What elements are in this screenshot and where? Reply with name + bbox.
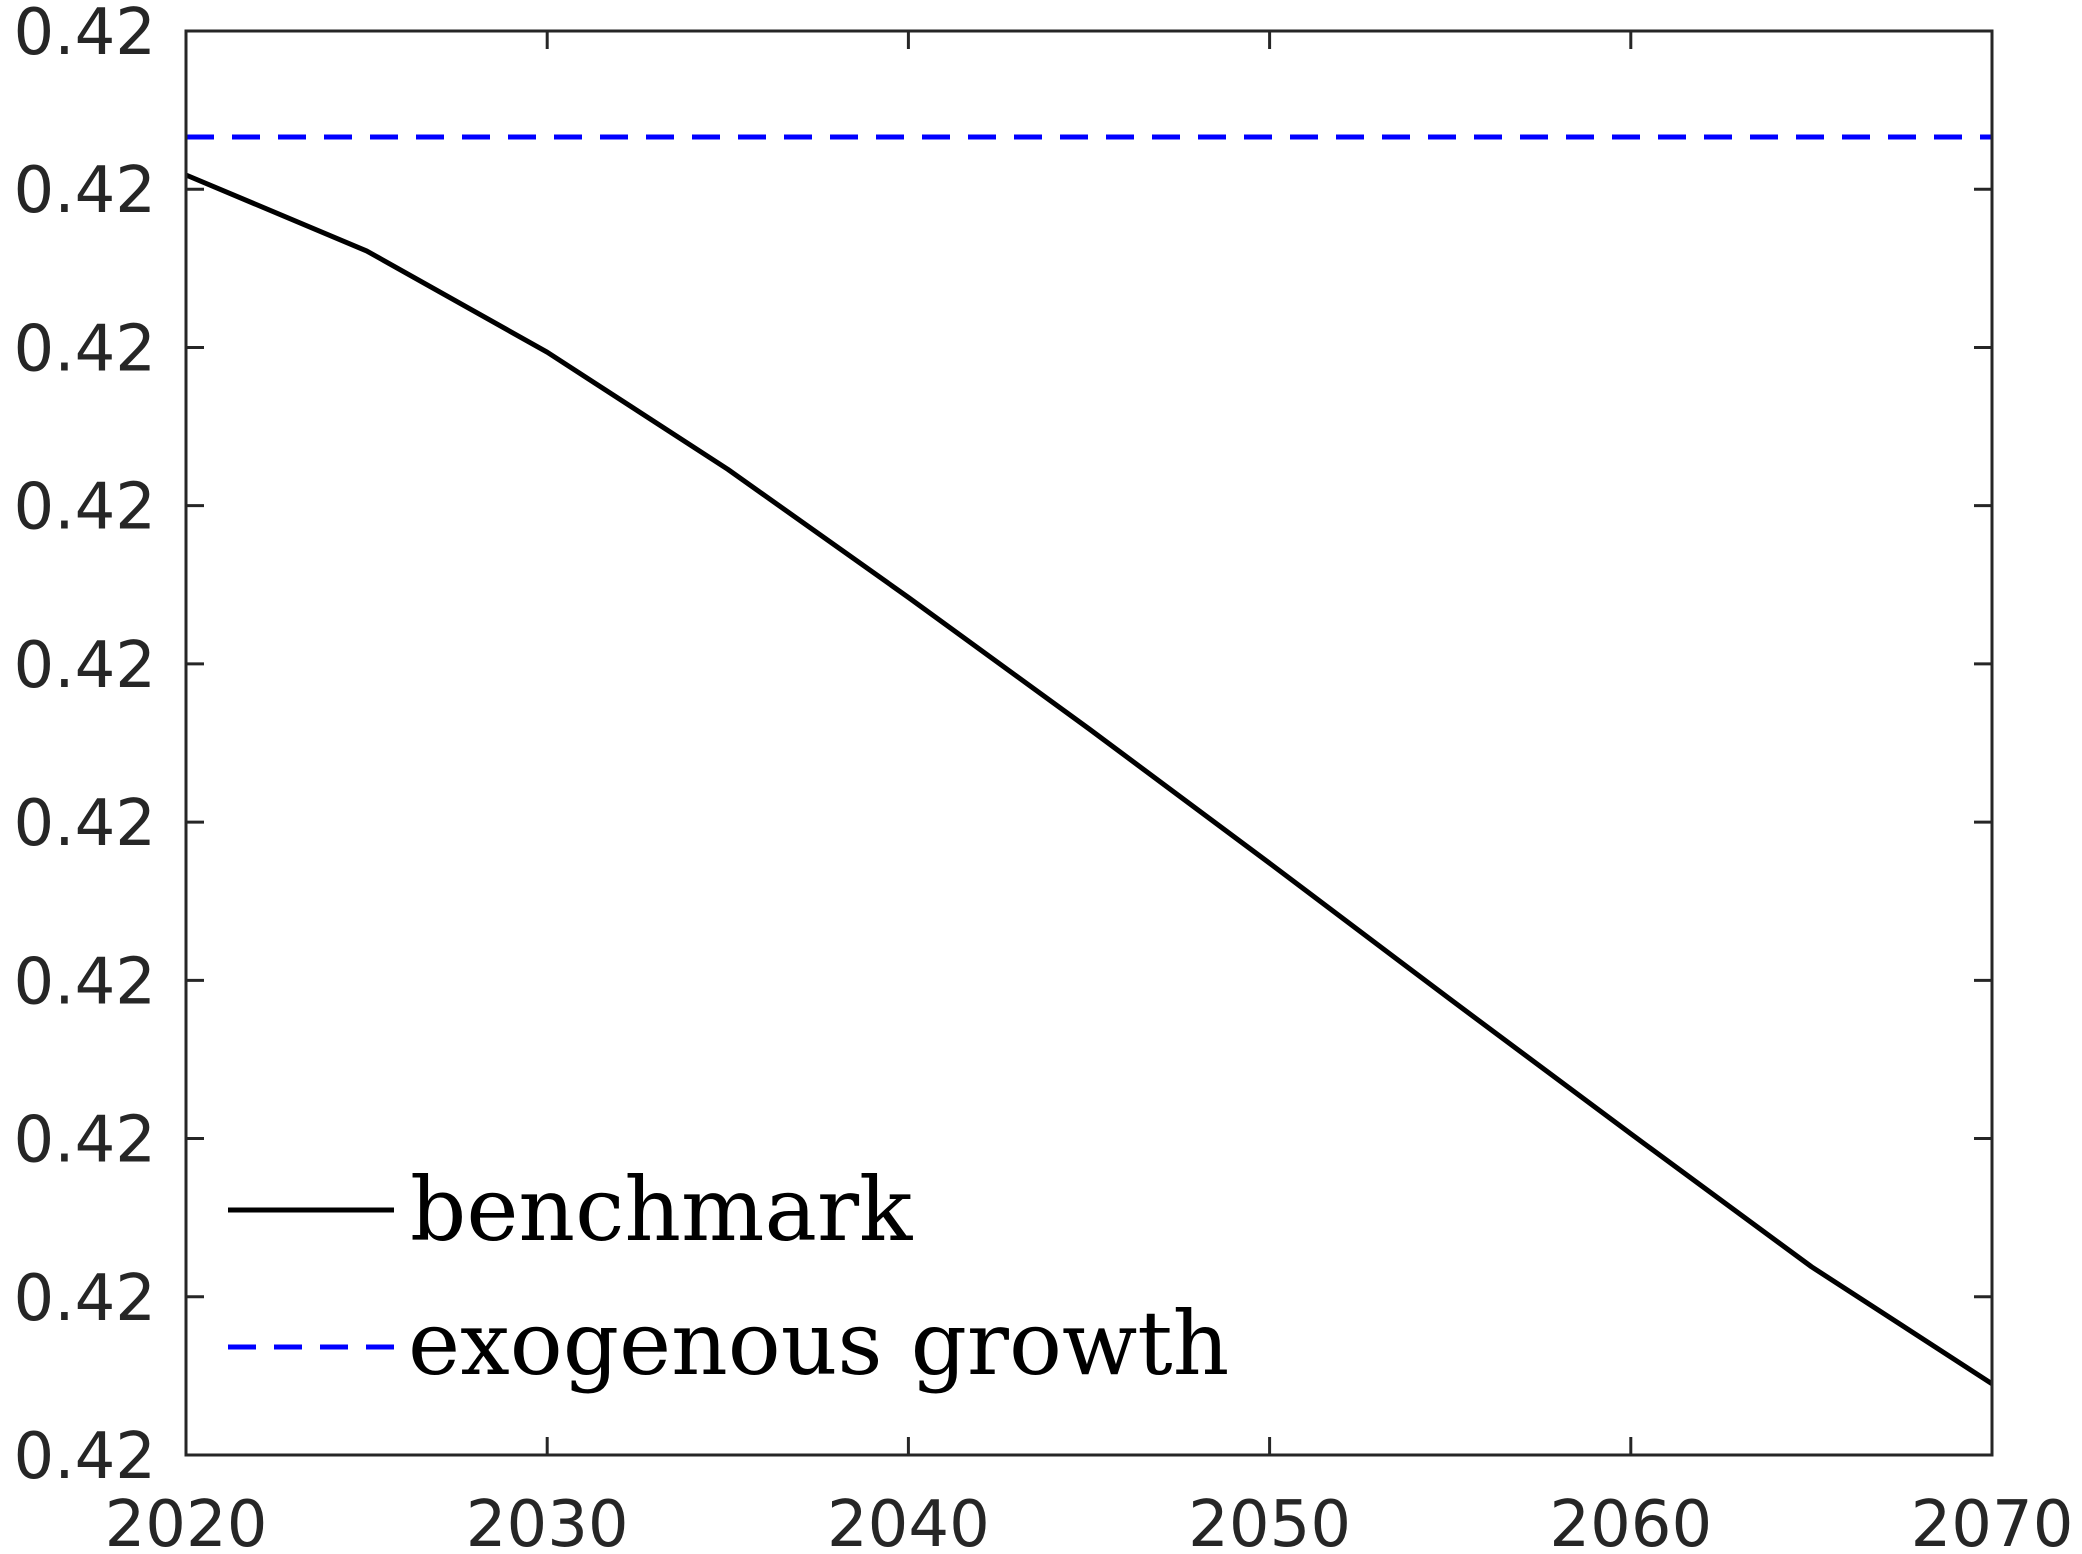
y-tick-label: 0.42	[14, 154, 157, 228]
x-tick-label: 2030	[466, 1488, 629, 1554]
y-tick-label: 0.42	[14, 629, 157, 703]
series-line-benchmark	[185, 172, 1994, 1386]
legend-label-benchmark: benchmark	[410, 1158, 913, 1261]
x-tick-label: 2020	[105, 1488, 268, 1554]
x-tick-label: 2070	[1911, 1488, 2074, 1554]
axes-layer: 2020 2030 2040 2050 2060 2070 0.42 0.42 0.42 0.42…	[14, 0, 2074, 1554]
y-tick-label: 0.42	[14, 312, 157, 386]
x-tick-label: 2060	[1549, 1488, 1712, 1554]
y-tick-label: 0.42	[14, 945, 157, 1019]
y-tick-label: 0.42	[14, 0, 157, 70]
y-tick-label: 0.42	[14, 1262, 157, 1336]
y-tick-label: 0.42	[14, 1104, 157, 1178]
legend: benchmark exogenous growth	[228, 1158, 1229, 1395]
series-layer	[185, 134, 1994, 1386]
y-tick-label: 0.42	[14, 471, 157, 545]
x-tick-label: 2050	[1188, 1488, 1351, 1554]
y-tick-label: 0.42	[14, 1420, 157, 1494]
plot-frame	[184, 29, 1994, 1457]
y-tick-label: 0.42	[14, 787, 157, 861]
legend-label-exogenous-growth: exogenous growth	[408, 1292, 1229, 1395]
x-tick-label: 2040	[827, 1488, 990, 1554]
